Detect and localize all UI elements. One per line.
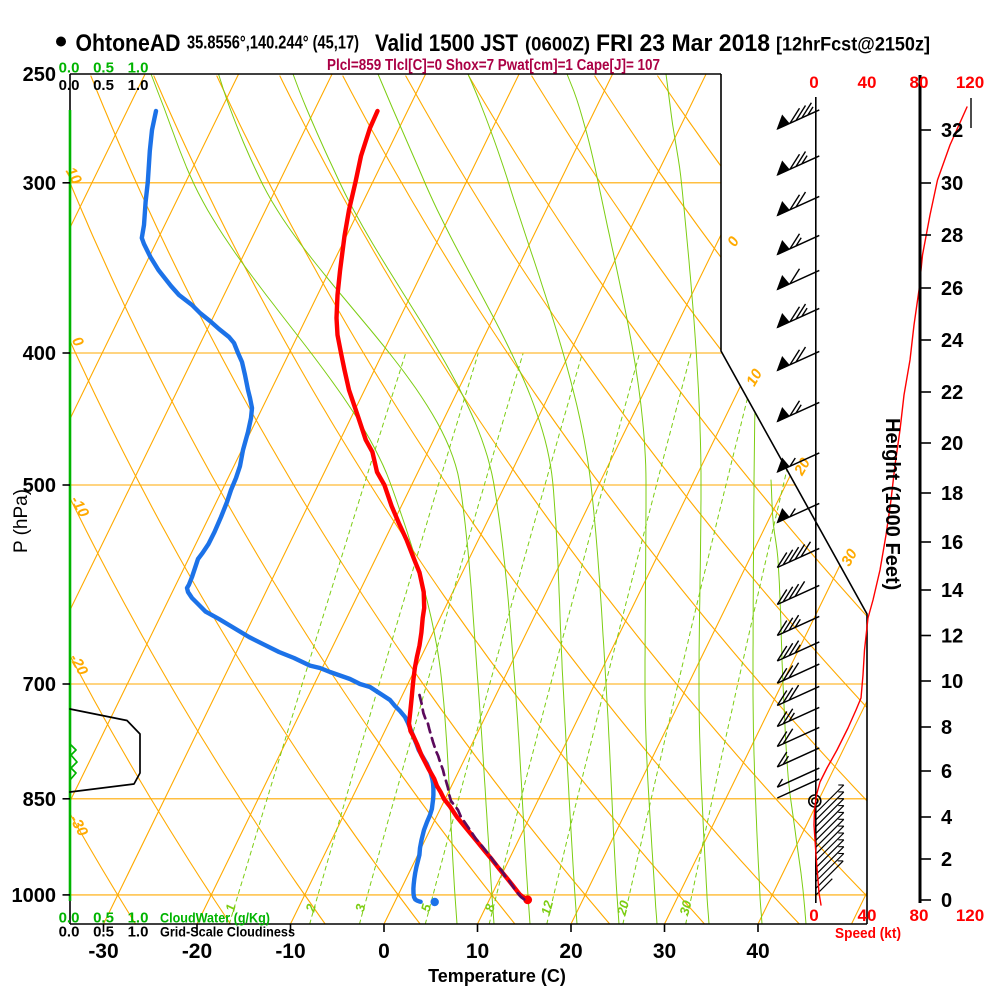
svg-text:120: 120 [956,906,984,925]
svg-text:Height (1000 Feet): Height (1000 Feet) [881,418,903,590]
svg-text:16: 16 [941,532,963,554]
svg-text:10: 10 [466,940,489,963]
svg-text:P (hPa): P (hPa) [11,489,32,553]
svg-text:0.0: 0.0 [59,77,80,94]
svg-text:28: 28 [941,225,963,247]
svg-text:80: 80 [910,906,929,925]
svg-text:24: 24 [941,330,964,352]
svg-text:3: 3 [352,902,369,914]
svg-text:Temperature (C): Temperature (C) [428,966,566,986]
svg-text:Valid 1500 JST: Valid 1500 JST [375,30,518,57]
svg-text:30: 30 [676,898,694,917]
svg-text:1.0: 1.0 [128,60,149,77]
svg-text:20: 20 [559,940,582,963]
svg-text:30: 30 [941,173,963,195]
svg-text:40: 40 [746,940,769,963]
svg-text:0.0: 0.0 [59,910,80,927]
svg-text:250: 250 [23,64,56,86]
svg-text:1000: 1000 [12,885,57,907]
svg-text:-20: -20 [182,940,212,963]
svg-text:18: 18 [941,483,963,505]
svg-text:6: 6 [941,761,952,783]
svg-text:30: 30 [838,546,861,570]
svg-text:(0600Z): (0600Z) [525,35,590,56]
svg-text:4: 4 [941,807,953,829]
svg-text:0: 0 [941,890,952,912]
svg-text:0.0: 0.0 [59,924,80,941]
svg-text:40: 40 [858,906,877,925]
svg-text:0.0: 0.0 [59,60,80,77]
svg-text:[12hrFcst@2150z]: [12hrFcst@2150z] [776,35,930,56]
svg-text:0.5: 0.5 [93,924,114,941]
svg-text:8: 8 [941,717,952,739]
svg-text:120: 120 [956,73,984,92]
svg-text:20: 20 [941,433,963,455]
svg-text:700: 700 [23,674,56,696]
svg-text:20: 20 [791,455,815,479]
svg-text:CloudWater (g/Kg): CloudWater (g/Kg) [160,910,270,926]
svg-text:0: 0 [378,940,390,963]
svg-text:1.0: 1.0 [128,77,149,94]
svg-text:1.0: 1.0 [128,924,149,941]
svg-text:12: 12 [538,898,556,917]
svg-text:10: 10 [62,164,85,188]
svg-text:400: 400 [23,343,56,365]
svg-text:80: 80 [910,73,929,92]
svg-text:10: 10 [743,366,766,390]
svg-text:35.8556°,140.244° (45,17): 35.8556°,140.244° (45,17) [187,33,359,53]
svg-text:0: 0 [809,73,818,92]
svg-text:40: 40 [858,73,877,92]
svg-text:Speed (kt): Speed (kt) [835,925,901,942]
svg-text:500: 500 [23,475,56,497]
svg-text:32: 32 [941,120,963,142]
svg-text:22: 22 [941,382,963,404]
svg-text:0.5: 0.5 [93,77,114,94]
svg-text:FRI 23 Mar 2018: FRI 23 Mar 2018 [596,30,770,57]
svg-text:Grid-Scale Cloudiness: Grid-Scale Cloudiness [160,924,295,940]
svg-text:-30: -30 [88,940,118,963]
svg-text:30: 30 [653,940,676,963]
svg-text:-10: -10 [275,940,305,963]
svg-text:Plcl=859 Tlcl[C]=0 Shox=7 Pwat: Plcl=859 Tlcl[C]=0 Shox=7 Pwat[cm]=1 Cap… [327,57,660,74]
svg-text:0.5: 0.5 [93,910,114,927]
svg-text:1.0: 1.0 [128,910,149,927]
svg-text:0: 0 [809,906,818,925]
svg-text:20: 20 [613,898,632,918]
svg-text:10: 10 [941,671,963,693]
svg-text:26: 26 [941,278,963,300]
svg-text:850: 850 [23,789,56,811]
svg-text:5: 5 [418,902,435,914]
svg-text:8: 8 [481,902,498,914]
svg-text:OhtoneAD: OhtoneAD [76,30,181,57]
svg-text:2: 2 [941,849,952,871]
svg-text:0.5: 0.5 [93,60,114,77]
svg-text:12: 12 [941,626,963,648]
svg-text:300: 300 [23,173,56,195]
svg-text:14: 14 [941,580,964,602]
svg-text:1: 1 [222,902,238,913]
